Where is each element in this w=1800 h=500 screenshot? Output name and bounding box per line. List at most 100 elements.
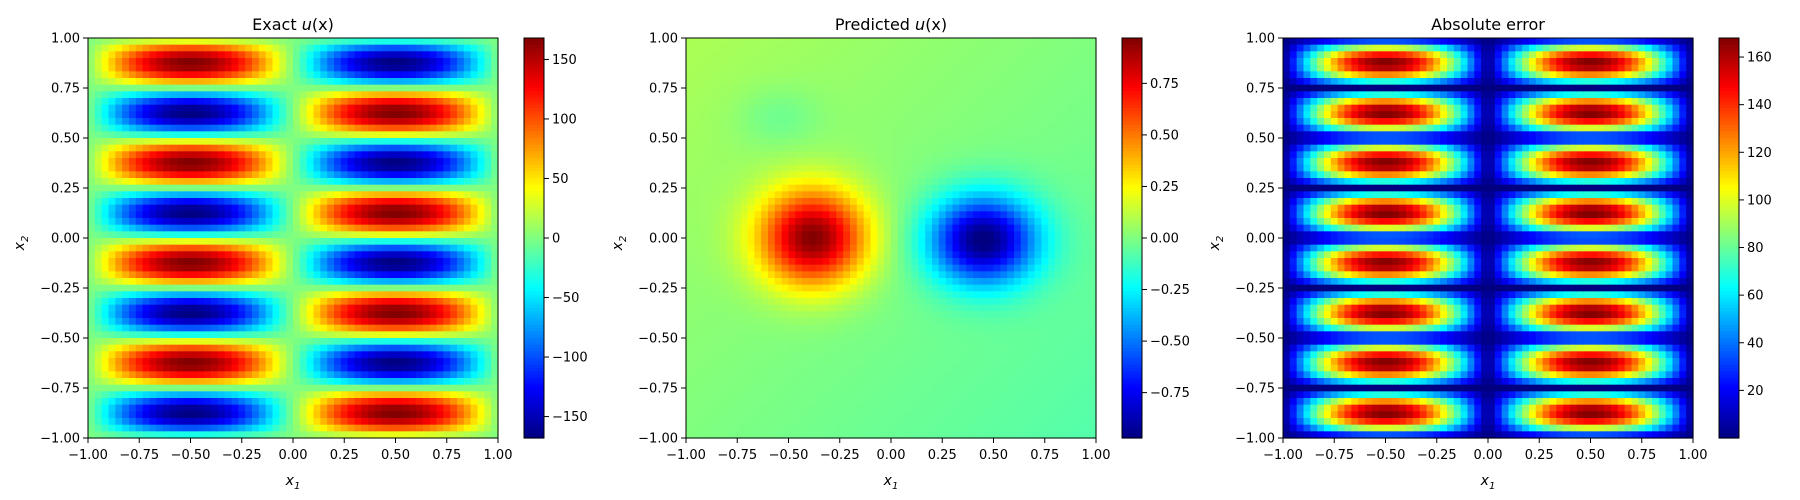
heatmap-cell	[809, 418, 817, 426]
heatmap-cell	[402, 138, 410, 146]
heatmap-cell	[279, 278, 287, 286]
heatmap-cell	[211, 71, 219, 79]
heatmap-cell	[754, 298, 762, 306]
heatmap-cell	[272, 38, 280, 46]
heatmap-cell	[802, 204, 810, 212]
heatmap-cell	[115, 278, 123, 286]
colorbar-segment	[524, 418, 544, 422]
heatmap-cell	[286, 178, 294, 186]
heatmap-cell	[754, 224, 762, 232]
heatmap-cell	[231, 38, 239, 46]
heatmap-cell	[340, 304, 349, 312]
heatmap-cell	[409, 251, 417, 259]
heatmap-cell	[795, 384, 803, 392]
heatmap-cell	[306, 411, 315, 419]
heatmap-cell	[320, 131, 328, 139]
heatmap-cell	[720, 184, 728, 192]
heatmap-cell	[463, 324, 472, 332]
heatmap-cell	[388, 318, 397, 326]
heatmap-cell	[108, 411, 116, 419]
heatmap-cell	[713, 51, 721, 59]
heatmap-cell	[809, 104, 817, 112]
heatmap-cell	[395, 231, 403, 239]
heatmap-cell	[477, 384, 485, 392]
heatmap-cell	[463, 91, 472, 99]
heatmap-cell	[381, 391, 390, 399]
heatmap-cell	[354, 51, 362, 59]
heatmap-cell	[692, 218, 701, 226]
heatmap-cell	[156, 418, 164, 426]
heatmap-cell	[279, 211, 287, 219]
heatmap-cell	[443, 124, 451, 132]
heatmap-cell	[163, 344, 171, 352]
heatmap-cell	[354, 91, 362, 99]
heatmap-cell	[381, 384, 390, 392]
heatmap-cell	[286, 304, 294, 312]
heatmap-cell	[436, 391, 444, 399]
heatmap-cell	[470, 204, 479, 212]
heatmap-cell	[375, 131, 383, 139]
heatmap-cell	[450, 78, 458, 86]
heatmap-cell	[108, 358, 116, 366]
heatmap-cell	[727, 158, 735, 166]
heatmap-cell	[197, 298, 205, 306]
heatmap-cell	[429, 184, 438, 192]
heatmap-cell	[416, 251, 424, 259]
heatmap-cell	[347, 331, 356, 339]
heatmap-cell	[334, 431, 342, 439]
heatmap-cell	[108, 404, 116, 412]
heatmap-cell	[313, 51, 321, 59]
heatmap-cell	[135, 318, 144, 326]
heatmap-cell	[713, 84, 721, 92]
heatmap-cell	[129, 84, 137, 92]
heatmap-cell	[450, 218, 458, 226]
heatmap-cell	[436, 318, 444, 326]
heatmap-cell	[156, 411, 164, 419]
heatmap-cell	[272, 111, 280, 119]
heatmap-cell	[149, 358, 157, 366]
heatmap-cell	[129, 418, 137, 426]
heatmap-cell	[122, 251, 130, 259]
heatmap-cell	[422, 358, 431, 366]
heatmap-cell	[463, 398, 472, 406]
heatmap-cell	[388, 44, 397, 52]
heatmap-cell	[788, 311, 796, 319]
heatmap-cell	[197, 58, 205, 66]
heatmap-cell	[388, 151, 397, 159]
heatmap-cell	[402, 238, 410, 246]
heatmap-cell	[347, 211, 356, 219]
heatmap-cell	[484, 424, 492, 432]
heatmap-cell	[747, 311, 755, 319]
heatmap-cell	[88, 151, 96, 159]
heatmap-cell	[443, 298, 451, 306]
heatmap-cell	[279, 204, 287, 212]
heatmap-cell	[706, 391, 714, 399]
heatmap-cell	[101, 398, 110, 406]
heatmap-cell	[142, 124, 151, 132]
heatmap-cell	[129, 224, 137, 232]
heatmap-cell	[477, 131, 485, 139]
heatmap-cell	[217, 164, 226, 172]
heatmap-cell	[733, 264, 742, 272]
heatmap-cell	[774, 278, 783, 286]
heatmap-cell	[88, 144, 96, 152]
heatmap-cell	[416, 144, 424, 152]
heatmap-cell	[258, 198, 267, 206]
heatmap-cell	[190, 338, 198, 346]
heatmap-cell	[238, 58, 246, 66]
heatmap-cell	[354, 144, 362, 152]
heatmap-cell	[163, 211, 171, 219]
heatmap-cell	[402, 38, 410, 46]
heatmap-cell	[149, 304, 157, 312]
heatmap-cell	[809, 311, 817, 319]
heatmap-cell	[190, 224, 198, 232]
heatmap-cell	[183, 318, 192, 326]
heatmap-cell	[334, 218, 342, 226]
heatmap-cell	[761, 298, 769, 306]
heatmap-cell	[768, 211, 776, 219]
heatmap-cell	[354, 264, 362, 272]
heatmap-cell	[334, 271, 342, 279]
heatmap-cell	[211, 158, 219, 166]
heatmap-cell	[94, 224, 103, 232]
heatmap-cell	[395, 338, 403, 346]
